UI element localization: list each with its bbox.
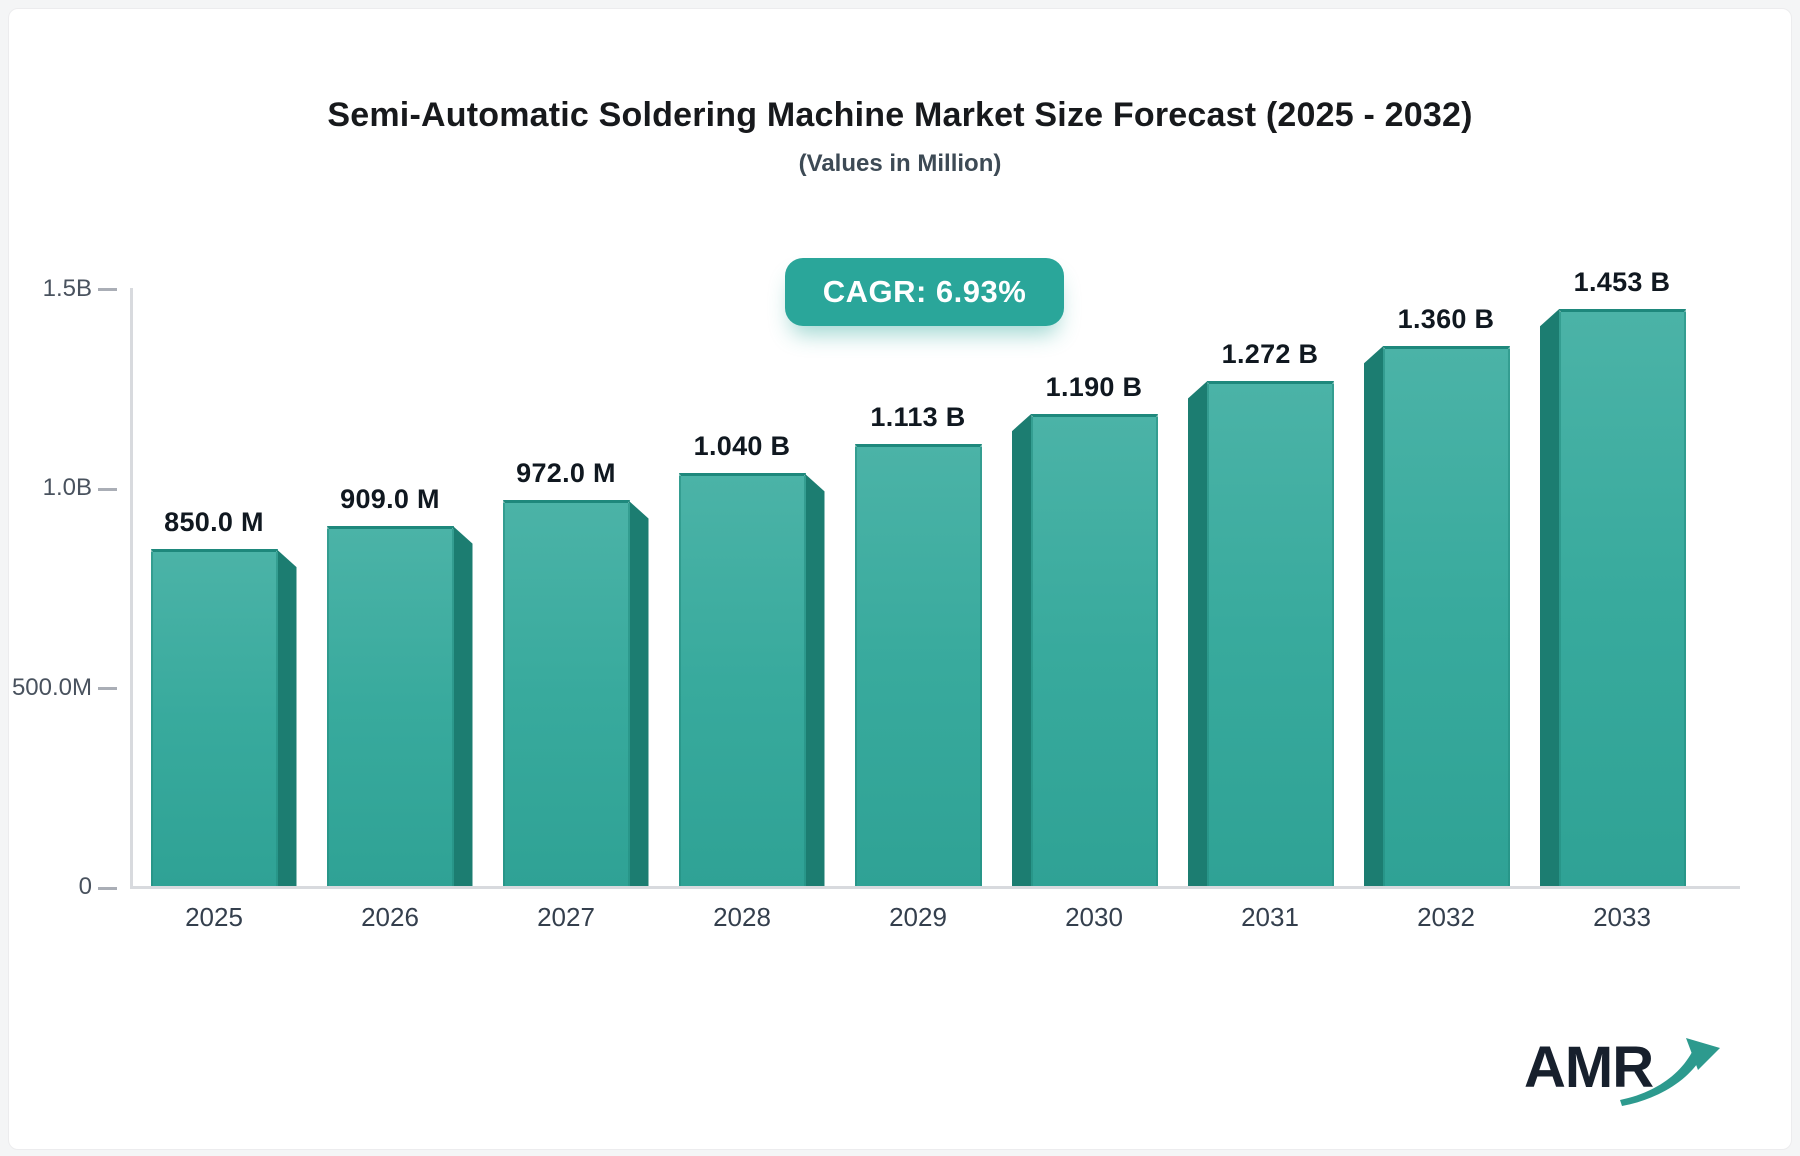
amr-logo-text: AMR	[1524, 1035, 1654, 1100]
x-axis-line	[130, 886, 1740, 889]
y-axis-line	[130, 288, 133, 889]
bar-2027	[502, 500, 630, 886]
bar-2031	[1206, 380, 1334, 886]
bar-side	[276, 549, 297, 886]
cagr-badge: CAGR: 6.93%	[785, 258, 1064, 326]
bar-value-label: 1.272 B	[1221, 338, 1319, 369]
bar-2028	[678, 473, 806, 886]
bar-value-label: 909.0 M	[340, 483, 440, 514]
bar-2029	[854, 444, 982, 886]
y-tick-dash	[98, 288, 117, 292]
x-tick-label: 2029	[889, 902, 947, 932]
bar-side	[452, 525, 473, 886]
x-tick-label: 2030	[1065, 902, 1123, 932]
amr-logo: AMR	[1524, 1028, 1724, 1108]
bar-side	[804, 473, 825, 886]
bar-2033	[1558, 308, 1686, 886]
x-tick-label: 2028	[713, 902, 771, 932]
x-tick-label: 2027	[537, 902, 595, 932]
bar-value-label: 972.0 M	[516, 458, 616, 489]
chart-title: Semi-Automatic Soldering Machine Market …	[327, 96, 1473, 134]
bar-value-label: 1.190 B	[1045, 371, 1143, 402]
bar-2026	[326, 525, 454, 886]
bar-side	[1363, 345, 1384, 886]
x-tick-label: 2032	[1417, 902, 1475, 932]
bar-value-label: 850.0 M	[164, 507, 264, 538]
y-tick-label: 0	[78, 873, 92, 900]
cagr-badge-label: CAGR: 6.93%	[822, 274, 1027, 309]
x-tick-label: 2033	[1593, 902, 1651, 932]
bar-value-label: 1.453 B	[1573, 266, 1671, 297]
bar-2032	[1382, 345, 1510, 886]
bar-2030	[1030, 413, 1158, 886]
bar-side	[1187, 380, 1208, 886]
y-tick-label: 1.0B	[42, 474, 92, 502]
bar-value-label: 1.040 B	[693, 431, 791, 462]
x-tick-label: 2025	[185, 902, 243, 932]
bar-side	[628, 500, 649, 886]
growth-arrow-icon	[1620, 1038, 1720, 1106]
y-tick-dash	[98, 687, 117, 691]
y-tick-dash	[98, 487, 117, 491]
chart-subtitle: (Values in Million)	[798, 150, 1002, 177]
y-tick-label: 1.5B	[42, 274, 92, 302]
bar-side	[1011, 413, 1032, 886]
bar-side	[1539, 308, 1560, 886]
x-tick-label: 2026	[361, 902, 419, 932]
y-tick-dash	[98, 886, 117, 890]
y-tick-label: 500.0M	[11, 673, 92, 701]
bar-2025	[150, 549, 278, 886]
bar-value-label: 1.360 B	[1397, 303, 1495, 334]
bar-value-label: 1.113 B	[870, 402, 966, 433]
x-tick-label: 2031	[1241, 902, 1299, 932]
